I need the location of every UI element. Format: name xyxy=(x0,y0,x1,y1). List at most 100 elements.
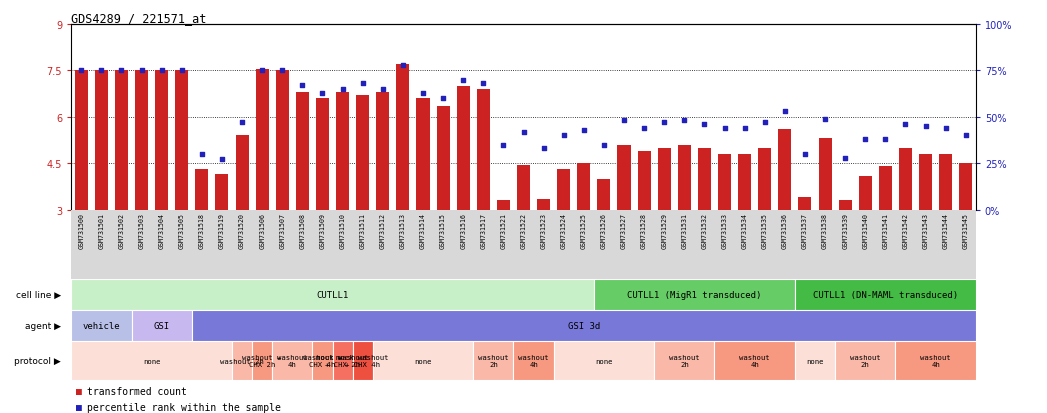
Text: cell line ▶: cell line ▶ xyxy=(16,291,61,299)
Bar xyxy=(312,342,333,380)
Text: GSM731521: GSM731521 xyxy=(500,212,507,248)
Bar xyxy=(275,71,289,210)
Text: GSM731531: GSM731531 xyxy=(682,212,687,248)
Point xyxy=(655,120,672,126)
Bar xyxy=(456,87,470,210)
Text: GSM731501: GSM731501 xyxy=(98,212,105,248)
Point xyxy=(113,68,130,74)
Text: washout +
CHX 2h: washout + CHX 2h xyxy=(243,354,282,367)
Point xyxy=(194,151,210,158)
Text: percentile rank within the sample: percentile rank within the sample xyxy=(88,402,282,412)
Point xyxy=(696,121,713,128)
Bar xyxy=(71,280,594,311)
Bar xyxy=(252,342,272,380)
Bar xyxy=(216,175,228,210)
Bar xyxy=(638,152,650,210)
Text: GSM731526: GSM731526 xyxy=(601,212,607,248)
Text: GSM731536: GSM731536 xyxy=(782,212,787,248)
Text: agent ▶: agent ▶ xyxy=(25,321,61,330)
Text: none: none xyxy=(415,358,431,364)
Text: GSM731512: GSM731512 xyxy=(380,212,385,248)
Point xyxy=(174,68,191,74)
Text: GSM731502: GSM731502 xyxy=(118,212,125,248)
Point xyxy=(877,136,894,143)
Text: GSM731535: GSM731535 xyxy=(762,212,767,248)
Text: GSM731534: GSM731534 xyxy=(741,212,748,248)
Bar xyxy=(135,71,148,210)
Point xyxy=(636,125,652,132)
Bar xyxy=(437,107,449,210)
Text: CUTLL1 (MigR1 transduced): CUTLL1 (MigR1 transduced) xyxy=(627,291,761,299)
Point xyxy=(435,96,451,102)
Point xyxy=(856,136,873,143)
Point xyxy=(93,68,110,74)
Point xyxy=(375,86,392,93)
Bar xyxy=(758,148,772,210)
Text: GSM731518: GSM731518 xyxy=(199,212,205,248)
Bar xyxy=(795,342,836,380)
Point xyxy=(214,157,230,164)
Text: GSM731538: GSM731538 xyxy=(822,212,828,248)
Text: GSM731542: GSM731542 xyxy=(903,212,909,248)
Point xyxy=(716,125,733,132)
Bar xyxy=(132,311,192,342)
Text: GSM731523: GSM731523 xyxy=(540,212,547,248)
Bar xyxy=(677,145,691,210)
Text: none: none xyxy=(806,358,824,364)
Bar xyxy=(473,342,513,380)
Bar xyxy=(373,342,473,380)
Point xyxy=(917,123,934,130)
Point xyxy=(274,68,291,74)
Point xyxy=(515,129,532,135)
Text: GSM731522: GSM731522 xyxy=(520,212,527,248)
Text: GSM731503: GSM731503 xyxy=(138,212,144,248)
Point xyxy=(415,90,431,97)
Point xyxy=(133,68,150,74)
Point xyxy=(495,142,512,149)
Bar xyxy=(336,93,349,210)
Point xyxy=(334,86,351,93)
Text: GSM731532: GSM731532 xyxy=(701,212,708,248)
Text: GDS4289 / 221571_at: GDS4289 / 221571_at xyxy=(71,12,206,25)
Bar xyxy=(417,99,429,210)
Bar xyxy=(497,201,510,210)
Bar xyxy=(255,69,269,210)
Text: ■: ■ xyxy=(75,402,82,412)
Text: GSM731528: GSM731528 xyxy=(641,212,647,248)
Text: CUTLL1: CUTLL1 xyxy=(316,291,349,299)
Text: GSM731533: GSM731533 xyxy=(721,212,728,248)
Text: GSM731519: GSM731519 xyxy=(219,212,225,248)
Text: GSM731543: GSM731543 xyxy=(922,212,929,248)
Text: mock washout
+ CHX 4h: mock washout + CHX 4h xyxy=(336,354,388,367)
Point xyxy=(817,116,833,123)
Text: GSM731510: GSM731510 xyxy=(339,212,346,248)
Bar xyxy=(192,311,976,342)
Text: washout +
CHX 4h: washout + CHX 4h xyxy=(303,354,342,367)
Point xyxy=(897,121,914,128)
Text: GSM731506: GSM731506 xyxy=(260,212,265,248)
Text: GSM731514: GSM731514 xyxy=(420,212,426,248)
Bar xyxy=(513,342,554,380)
Point xyxy=(354,81,371,88)
Bar xyxy=(476,90,490,210)
Point xyxy=(314,90,331,97)
Point xyxy=(957,133,974,139)
Text: GSM731504: GSM731504 xyxy=(159,212,164,248)
Text: GSM731507: GSM731507 xyxy=(280,212,285,248)
Bar xyxy=(175,71,188,210)
Bar xyxy=(959,164,973,210)
Text: GSM731540: GSM731540 xyxy=(863,212,868,248)
Bar xyxy=(333,342,353,380)
Bar xyxy=(795,280,976,311)
Bar xyxy=(95,71,108,210)
Text: GSM731529: GSM731529 xyxy=(662,212,667,248)
Text: GSM731537: GSM731537 xyxy=(802,212,808,248)
Bar xyxy=(517,165,530,210)
Text: GSI: GSI xyxy=(154,321,170,330)
Bar xyxy=(537,199,550,210)
Bar xyxy=(236,136,248,210)
Text: GSM731500: GSM731500 xyxy=(79,212,84,248)
Text: washout
2h: washout 2h xyxy=(850,354,881,367)
Bar xyxy=(272,342,312,380)
Text: washout
4h: washout 4h xyxy=(518,354,549,367)
